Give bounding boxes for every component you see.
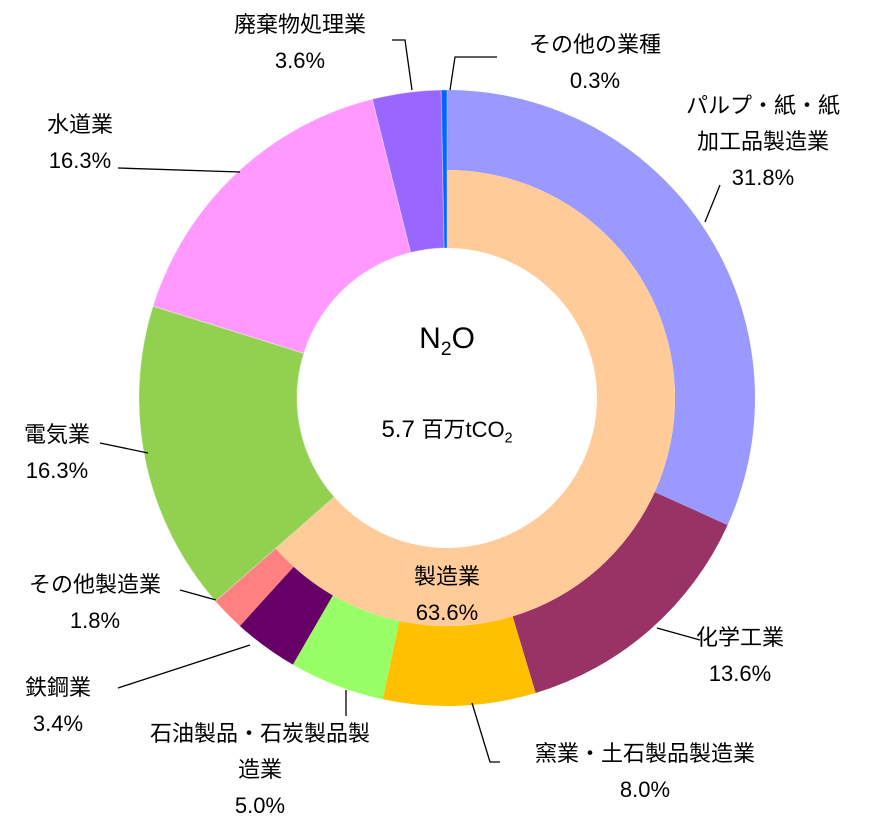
category-label: その他製造業 xyxy=(28,572,161,597)
category-label: パルプ・紙・紙 加工品製造業 xyxy=(685,93,840,154)
category-label: 化学工業 xyxy=(695,625,784,650)
leader-line xyxy=(99,442,149,454)
segment xyxy=(138,305,335,602)
inner-label: 製造業 63.6% xyxy=(347,559,547,631)
center-title: N2O xyxy=(419,322,475,360)
segment xyxy=(512,492,728,693)
leader-line xyxy=(117,167,241,173)
value-label: 3.4% xyxy=(32,711,84,736)
segment xyxy=(152,98,412,354)
segment xyxy=(447,90,755,526)
center-unit: 百万tCO2 xyxy=(421,417,513,447)
value-label: 0.3% xyxy=(569,68,621,93)
value-label: 31.8% xyxy=(731,165,795,190)
category-label: 鉄鋼業 xyxy=(24,675,91,700)
category-label: 水道業 xyxy=(46,112,113,137)
value-label: 1.8% xyxy=(69,608,121,633)
value-label: 5.0% xyxy=(234,793,286,818)
segment-label: 電気業 16.3% xyxy=(7,417,107,489)
leader-line xyxy=(392,39,413,91)
category-label: 石油製品・石炭製品製 造業 xyxy=(149,721,370,782)
value-label: 16.3% xyxy=(48,148,112,173)
value-label: 16.3% xyxy=(25,458,89,483)
inner-segment xyxy=(275,170,675,626)
value-label: 3.6% xyxy=(274,48,326,73)
value-label: 13.6% xyxy=(708,661,772,686)
segment-label: パルプ・紙・紙 加工品製造業 31.8% xyxy=(668,88,858,196)
segment xyxy=(382,616,536,706)
value-label: 8.0% xyxy=(619,777,671,802)
category-label: 電気業 xyxy=(23,422,90,447)
leader-line xyxy=(449,56,497,91)
category-label: 製造業 xyxy=(413,564,480,589)
segment-label: 鉄鋼業 3.4% xyxy=(8,670,108,742)
segment xyxy=(292,595,400,700)
segment-label: 化学工業 13.6% xyxy=(680,620,800,692)
segment-label: その他製造業 1.8% xyxy=(0,567,190,639)
leader-line xyxy=(704,184,721,223)
leader-line xyxy=(471,702,500,763)
value-label: 63.6% xyxy=(415,600,479,625)
category-label: その他の業種 xyxy=(528,32,661,57)
segment-label: 水道業 16.3% xyxy=(20,107,140,179)
segment xyxy=(215,548,294,626)
category-label: 窯業・土石製品製造業 xyxy=(534,741,755,766)
leader-line xyxy=(656,627,701,641)
segment xyxy=(239,566,333,665)
leader-line xyxy=(179,589,217,601)
segment-label: 石油製品・石炭製品製 造業 5.0% xyxy=(110,716,410,819)
category-label: 廃棄物処理業 xyxy=(233,12,366,37)
segment-label: 窯業・土石製品製造業 8.0% xyxy=(495,736,795,808)
segment-label: その他の業種 0.3% xyxy=(495,27,695,99)
leader-line xyxy=(117,644,251,689)
center-number: 5.7 xyxy=(381,416,415,443)
segment-label: 廃棄物処理業 3.6% xyxy=(200,7,400,79)
center-value: 5.7 百万tCO2 xyxy=(307,412,587,446)
segment xyxy=(371,89,445,254)
